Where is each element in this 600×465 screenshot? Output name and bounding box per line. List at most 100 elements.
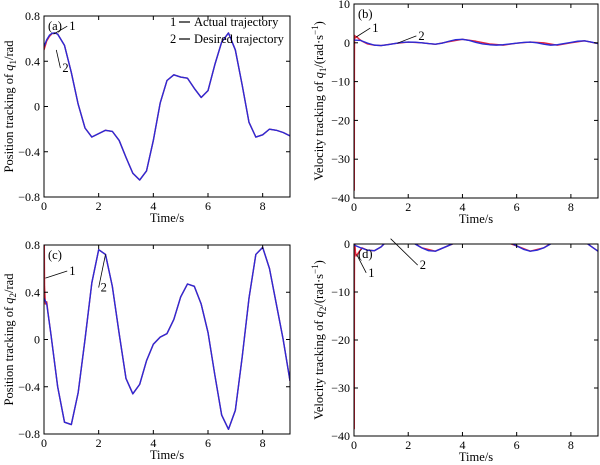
series-line-2 <box>354 38 598 47</box>
legend-number: 1 <box>170 15 176 29</box>
chart-panel-b: 0 2 4 6 8 −40 −30 −20 −10 0 10 (b) Time/s Velocity tr… <box>310 0 599 226</box>
callout-leader <box>390 238 418 266</box>
callout-leader <box>355 27 371 38</box>
series-line-1 <box>354 34 598 191</box>
plot-frame <box>353 3 599 199</box>
y-tick-label: 10 <box>338 0 350 11</box>
y-axis-title-sub: 2 <box>8 293 18 298</box>
legend-entry: Actual trajectory <box>194 15 279 29</box>
y-axis-title-pre: Velocity tracking of <box>312 317 326 419</box>
y-tick-label: 0 <box>344 237 350 251</box>
y-axis-title: Position tracking of q1/rad <box>2 40 18 173</box>
y-axis-title-var: q <box>2 297 16 303</box>
y-tick-label: 0.8 <box>25 9 40 23</box>
y-tick-label: −30 <box>331 152 350 166</box>
callout-leader <box>55 49 61 69</box>
legend: 1 Actual trajectory 2 Desired trajectory <box>170 15 285 46</box>
x-tick-label: 4 <box>459 200 465 214</box>
y-tick-label: −0.8 <box>18 427 40 441</box>
y-tick-label: −40 <box>331 429 350 443</box>
chart-panel-d: 0 2 4 6 8 −40 −30 −20 −10 0 (d) Time/s Velocity trac… <box>310 237 599 464</box>
y-axis-title-pre: Velocity tracking of <box>312 78 326 180</box>
x-tick-label: 8 <box>568 438 574 452</box>
y-tick-label: 0.4 <box>25 54 40 68</box>
y-tick-label: −0.4 <box>18 145 40 159</box>
y-axis-title-sub: 1 <box>8 60 18 65</box>
x-tick-label: 0 <box>351 200 357 214</box>
y-axis-title-sup: −1 <box>310 264 320 274</box>
y-axis-title-pre: Position tracking of <box>2 304 16 406</box>
x-tick-label: 6 <box>205 436 211 450</box>
callout-label: 1 <box>368 266 374 280</box>
legend-entry: Desired trajectory <box>194 32 285 46</box>
callout-leader <box>397 35 417 44</box>
y-tick-label: 0 <box>344 36 350 50</box>
y-tick-label: 0 <box>34 333 40 347</box>
panel-label: (b) <box>358 7 373 21</box>
callout-label: 1 <box>69 19 75 33</box>
x-tick-label: 8 <box>260 199 266 213</box>
x-axis-title: Time/s <box>150 211 184 225</box>
y-axis-title-sup: −1 <box>310 25 320 35</box>
y-tick-label: 0.8 <box>25 238 40 252</box>
callout-label: 1 <box>372 21 378 35</box>
x-axis-title: Time/s <box>150 448 184 462</box>
y-axis-title-pre: Position tracking of <box>2 71 16 173</box>
y-tick-label: 0 <box>34 100 40 114</box>
callout-label: 1 <box>69 264 75 278</box>
panel-label: (d) <box>358 247 373 261</box>
y-axis-title: Velocity tracking of q2/(rad·s−1) <box>310 260 328 420</box>
chart-panel-a: 0 2 4 6 8 −0.8 −0.4 0 0.4 0.8 (a) Time/s Position tr… <box>2 9 291 225</box>
y-axis-title-close: ) <box>312 260 326 264</box>
y-axis-title-var: q <box>312 72 326 78</box>
y-axis-title-close: ) <box>312 21 326 25</box>
y-axis-title-var: q <box>312 311 326 317</box>
series-line-1 <box>44 32 290 181</box>
x-tick-label: 4 <box>150 199 156 213</box>
y-tick-label: −0.4 <box>18 380 40 394</box>
x-tick-label: 8 <box>260 436 266 450</box>
callout-leader <box>356 254 367 273</box>
callout-label: 2 <box>418 29 424 43</box>
y-axis-title-var: q <box>2 64 16 70</box>
y-axis-title: Velocity tracking of q1/(rad·s−1) <box>310 21 328 181</box>
series-line-1 <box>354 244 598 430</box>
x-tick-label: 6 <box>205 199 211 213</box>
legend-number: 2 <box>170 32 176 46</box>
y-tick-label: −0.8 <box>18 190 40 204</box>
y-axis-title-sub: 1 <box>318 68 328 73</box>
y-axis-title-post: /(rad·s <box>312 35 326 68</box>
y-tick-label: −40 <box>331 191 350 205</box>
series-line-2 <box>44 246 290 430</box>
callout-leader <box>98 254 106 288</box>
x-axis-title: Time/s <box>459 212 493 226</box>
chart-panel-c: 0 2 4 6 8 −0.8 −0.4 0 0.4 0.8 (c) Time/s Position tr… <box>2 238 291 462</box>
y-axis-title-post: /rad <box>2 40 16 60</box>
y-tick-label: 0.4 <box>25 285 40 299</box>
x-tick-label: 8 <box>568 200 574 214</box>
panel-label: (a) <box>48 19 62 33</box>
x-axis-title: Time/s <box>459 450 493 464</box>
x-tick-label: 4 <box>150 436 156 450</box>
series-line-2 <box>354 244 598 252</box>
callout-leader <box>53 25 68 35</box>
y-tick-label: −30 <box>331 381 350 395</box>
y-tick-label: −20 <box>331 333 350 347</box>
x-tick-label: 2 <box>96 436 102 450</box>
panel-label: (c) <box>48 248 62 262</box>
y-tick-label: −20 <box>331 113 350 127</box>
x-tick-label: 2 <box>405 200 411 214</box>
y-tick-label: −10 <box>331 285 350 299</box>
y-axis-title-post: /rad <box>2 273 16 293</box>
x-tick-label: 2 <box>96 199 102 213</box>
callout-leader <box>45 270 68 279</box>
callout-label: 2 <box>420 258 426 272</box>
y-axis-title-sub: 2 <box>318 307 328 312</box>
x-tick-label: 0 <box>41 436 47 450</box>
x-tick-label: 0 <box>41 199 47 213</box>
x-tick-label: 2 <box>405 438 411 452</box>
y-tick-label: −10 <box>331 75 350 89</box>
plot-frame <box>353 243 599 437</box>
callout-label: 2 <box>101 281 107 295</box>
